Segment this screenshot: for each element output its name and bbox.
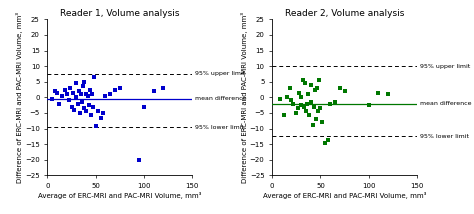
Point <box>94 110 101 113</box>
Point <box>65 99 73 102</box>
Point <box>280 113 288 116</box>
Point <box>90 75 98 79</box>
Point <box>292 111 300 115</box>
Point <box>75 89 83 93</box>
Point <box>71 108 78 111</box>
Point <box>303 102 311 105</box>
Text: mean difference: mean difference <box>420 101 472 106</box>
Point <box>111 88 119 91</box>
Text: 95% lower limit: 95% lower limit <box>195 125 244 129</box>
Point <box>304 92 312 96</box>
Point <box>297 103 305 107</box>
Point <box>100 111 107 115</box>
Point <box>313 86 320 90</box>
Point <box>288 99 295 102</box>
Text: 95% upper limit: 95% upper limit <box>195 71 246 76</box>
Point <box>294 107 302 110</box>
Point <box>331 100 339 104</box>
Y-axis label: Difference of ERC-MRI and PAC-MRI Volume, mm³: Difference of ERC-MRI and PAC-MRI Volume… <box>241 12 248 183</box>
Point <box>55 102 63 105</box>
Point <box>307 83 315 87</box>
Point <box>276 97 283 101</box>
Point <box>80 107 88 110</box>
Point <box>82 92 90 96</box>
Point <box>305 113 313 116</box>
Title: Reader 1, Volume analysis: Reader 1, Volume analysis <box>60 9 180 18</box>
Title: Reader 2, Volume analysis: Reader 2, Volume analysis <box>285 9 404 18</box>
Point <box>66 86 73 90</box>
Point <box>51 89 59 93</box>
Y-axis label: Difference of ERC-MRI and PAC-MRI Volume, mm³: Difference of ERC-MRI and PAC-MRI Volume… <box>17 12 24 183</box>
Point <box>336 86 344 90</box>
Point <box>317 107 324 110</box>
Point <box>136 158 143 162</box>
Point <box>310 105 318 108</box>
Point <box>77 92 85 96</box>
Point <box>84 94 92 98</box>
Point <box>299 79 307 82</box>
Point <box>286 86 293 90</box>
Point <box>341 89 348 93</box>
Point <box>307 100 315 104</box>
Point <box>365 103 373 107</box>
Point <box>309 124 317 127</box>
Point <box>314 110 321 113</box>
Point <box>312 117 319 121</box>
Point <box>101 94 109 98</box>
Point <box>68 105 75 108</box>
Point <box>302 110 310 113</box>
Point <box>88 92 96 96</box>
Point <box>76 111 84 115</box>
Point <box>92 124 100 128</box>
Point <box>283 96 291 99</box>
Point <box>116 86 124 90</box>
Point <box>297 96 305 99</box>
Point <box>73 82 80 85</box>
Point <box>80 80 88 83</box>
Point <box>140 105 148 108</box>
Point <box>79 85 87 88</box>
Point <box>324 138 332 141</box>
Point <box>82 110 90 113</box>
Point <box>89 105 97 108</box>
Point <box>74 102 82 105</box>
Point <box>85 103 93 107</box>
Point <box>301 82 309 85</box>
Point <box>97 116 104 119</box>
Point <box>160 86 167 90</box>
Point <box>384 92 392 96</box>
Text: mean difference: mean difference <box>195 97 247 101</box>
Point <box>107 92 114 96</box>
Point <box>53 91 61 94</box>
Text: 95% lower limit: 95% lower limit <box>420 134 469 139</box>
Point <box>63 92 71 96</box>
Point <box>61 88 69 91</box>
Point <box>290 102 297 105</box>
X-axis label: Average of ERC-MRI and PAC-MRI Volume, mm³: Average of ERC-MRI and PAC-MRI Volume, m… <box>263 192 426 199</box>
Point <box>58 94 66 98</box>
Point <box>315 79 322 82</box>
Point <box>311 88 319 91</box>
Point <box>87 113 95 116</box>
Point <box>319 121 326 124</box>
Point <box>321 141 329 144</box>
Point <box>73 96 80 99</box>
Point <box>78 100 86 104</box>
Point <box>300 105 308 108</box>
Text: 95% upper limit: 95% upper limit <box>420 64 470 69</box>
Point <box>70 91 77 94</box>
Point <box>48 97 56 101</box>
Point <box>295 91 303 94</box>
Point <box>86 88 94 91</box>
Point <box>326 102 334 105</box>
Point <box>150 89 157 93</box>
X-axis label: Average of ERC-MRI and PAC-MRI Volume, mm³: Average of ERC-MRI and PAC-MRI Volume, m… <box>38 192 201 199</box>
Point <box>374 91 382 94</box>
